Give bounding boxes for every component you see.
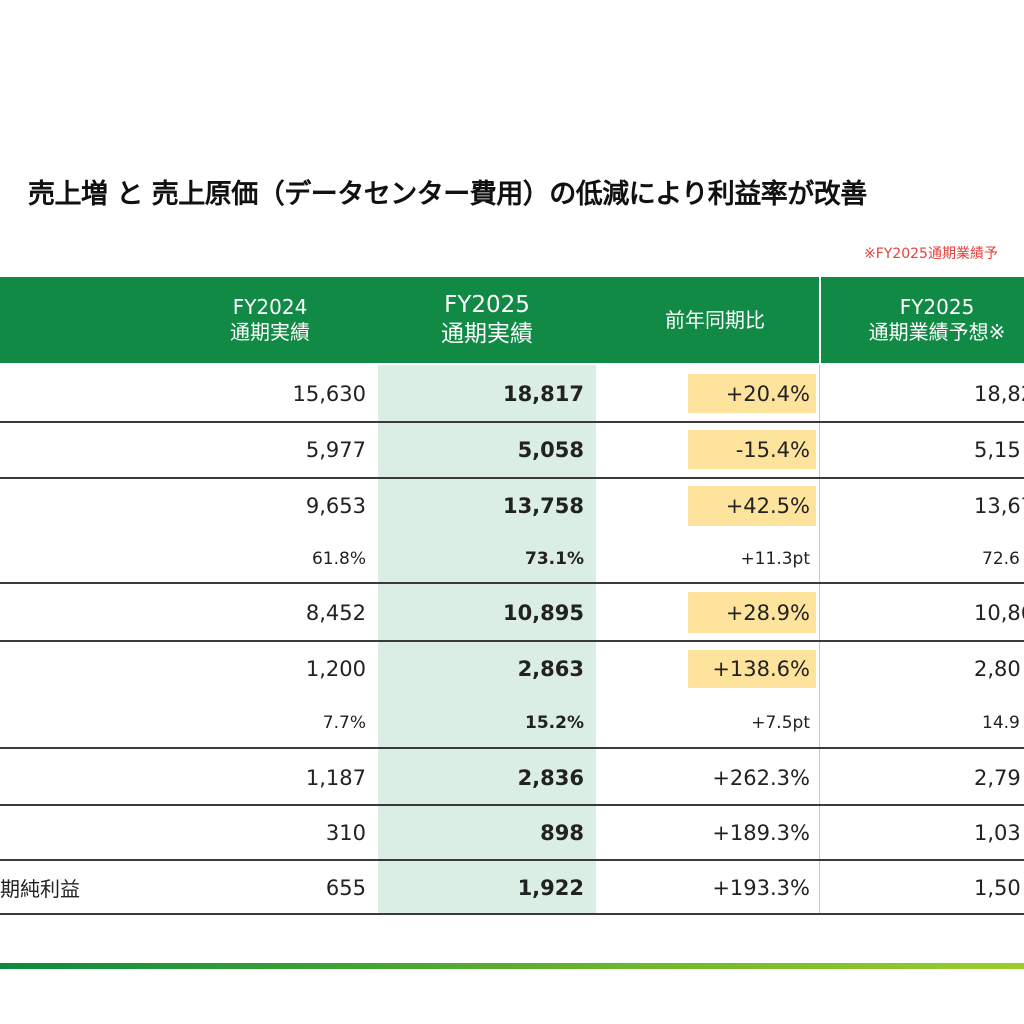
row-divider — [0, 477, 1024, 479]
header-divider — [819, 277, 821, 363]
header-fy2025-sub: 通期実績 — [441, 321, 533, 347]
forecast-value: 18,82 — [974, 381, 1024, 406]
fy2024-value: 310 — [325, 821, 366, 845]
table-row: 310 898 +189.3% 1,03 — [0, 806, 1024, 860]
fy2025-highlight-column — [378, 365, 596, 914]
fy2024-value: 7.7% — [322, 712, 366, 733]
forecast-value: 14.9 — [982, 712, 1020, 733]
fy2025-value: 5,058 — [517, 437, 584, 462]
yoy-value: +42.5% — [725, 494, 810, 518]
fy2025-value: 898 — [540, 821, 584, 845]
yoy-value: +7.5pt — [751, 712, 810, 733]
table-row: 5,977 5,058 -15.4% 5,15 — [0, 422, 1024, 477]
fy2024-value: 9,653 — [305, 494, 366, 518]
fy2025-value: 73.1% — [525, 549, 584, 569]
yoy-highlight-badge — [688, 486, 816, 526]
row-divider — [0, 859, 1024, 861]
forecast-value: 5,15 — [974, 437, 1021, 462]
yoy-value: +189.3% — [712, 821, 810, 845]
yoy-highlight-badge — [688, 650, 816, 688]
forecast-value: 13,67 — [974, 494, 1024, 518]
forecast-value: 1,03 — [974, 821, 1021, 845]
forecast-note: ※FY2025通期業績予 — [864, 246, 998, 262]
header-forecast-sub: 通期業績予想※ — [868, 320, 1006, 344]
row-divider — [0, 582, 1024, 584]
table-row: 1,187 2,836 +262.3% 2,79 — [0, 750, 1024, 805]
row-label: 期純利益 — [0, 877, 80, 901]
table-row: 期純利益 655 1,922 +193.3% 1,50 — [0, 861, 1024, 914]
yoy-value: -15.4% — [735, 437, 810, 462]
fy2025-value: 2,836 — [517, 765, 584, 790]
yoy-value: +28.9% — [725, 600, 810, 625]
forecast-divider — [819, 365, 820, 914]
forecast-value: 10,86 — [974, 600, 1024, 625]
header-fy2025-year: FY2025 — [444, 292, 530, 319]
forecast-value: 72.6 — [982, 549, 1020, 569]
table-row: 8,452 10,895 +28.9% 10,86 — [0, 584, 1024, 641]
header-fy2024: FY2024 通期実績 — [170, 277, 370, 363]
fy2025-value: 1,922 — [517, 875, 584, 900]
header-yoy-label: 前年同期比 — [665, 307, 765, 332]
fy2025-value: 13,758 — [502, 494, 584, 518]
yoy-value: +193.3% — [712, 875, 810, 900]
yoy-value: +11.3pt — [740, 549, 810, 569]
page-title: 売上増 と 売上原価（データセンター費用）の低減により利益率が改善 — [28, 179, 867, 210]
header-forecast-year: FY2025 — [899, 295, 975, 319]
forecast-value: 2,80 — [974, 657, 1021, 681]
fy2025-value: 10,895 — [502, 600, 584, 625]
fy2024-value: 5,977 — [305, 437, 366, 462]
table-row: 7.7% 15.2% +7.5pt 14.9 — [0, 697, 1024, 748]
header-forecast: FY2025 通期業績予想※ — [832, 277, 1024, 363]
yoy-value: +20.4% — [725, 381, 810, 406]
fy2024-value: 15,630 — [292, 381, 366, 406]
yoy-value: +138.6% — [712, 657, 810, 681]
yoy-highlight-badge — [688, 374, 816, 413]
row-divider — [0, 747, 1024, 749]
table-header: FY2024 通期実績 FY2025 通期実績 前年同期比 FY2025 通期業… — [0, 277, 1024, 363]
fy2024-value: 1,200 — [305, 657, 366, 681]
header-fy2025: FY2025 通期実績 — [378, 277, 596, 363]
fy2024-value: 1,187 — [305, 765, 366, 790]
table-row: 61.8% 73.1% +11.3pt 72.6 — [0, 536, 1024, 582]
yoy-highlight-badge — [688, 592, 816, 633]
header-yoy: 前年同期比 — [610, 277, 820, 363]
row-divider — [0, 804, 1024, 806]
yoy-value: +262.3% — [712, 765, 810, 790]
yoy-highlight-badge — [688, 430, 816, 469]
forecast-value: 1,50 — [974, 875, 1021, 900]
fy2025-value: 2,863 — [517, 657, 584, 681]
forecast-value: 2,79 — [974, 765, 1021, 790]
fy2024-value: 655 — [325, 875, 366, 900]
table-row: 1,200 2,863 +138.6% 2,80 — [0, 642, 1024, 696]
table-row: 9,653 13,758 +42.5% 13,67 — [0, 478, 1024, 534]
header-fy2024-year: FY2024 — [232, 295, 308, 319]
row-divider — [0, 913, 1024, 915]
table-row: 15,630 18,817 +20.4% 18,82 — [0, 366, 1024, 421]
fy2024-value: 8,452 — [305, 600, 366, 625]
row-divider — [0, 421, 1024, 423]
row-divider — [0, 640, 1024, 642]
fy2025-value: 15.2% — [525, 712, 584, 733]
fy2024-value: 61.8% — [311, 549, 366, 569]
fy2025-value: 18,817 — [502, 381, 584, 406]
header-fy2024-sub: 通期実績 — [230, 320, 310, 344]
bottom-gradient-bar — [0, 963, 1024, 969]
